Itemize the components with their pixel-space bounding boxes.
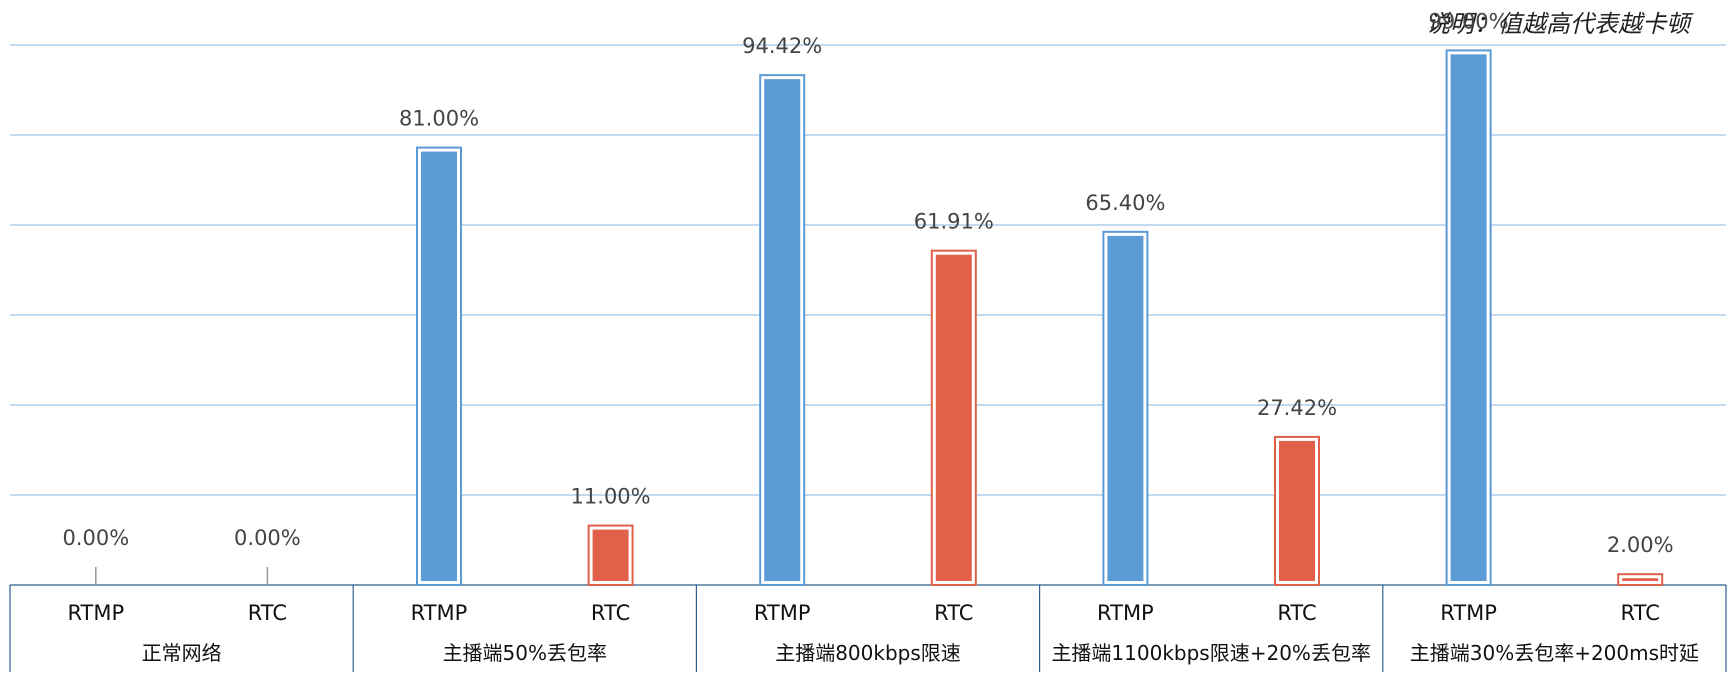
value-label: 81.00% bbox=[399, 107, 479, 131]
sub-category-label: RTMP bbox=[1440, 601, 1497, 625]
value-labels: 0.00% 0.00% 81.00% 11.00% 94.42% 61.91% 65.40%… bbox=[62, 9, 1673, 557]
sub-category-label: RTMP bbox=[754, 601, 811, 625]
sub-category-label: RTMP bbox=[411, 601, 468, 625]
bar bbox=[421, 151, 457, 581]
sub-category-label: RTC bbox=[248, 601, 287, 625]
bar bbox=[764, 79, 801, 581]
bar bbox=[1107, 235, 1144, 581]
bar bbox=[1279, 440, 1315, 581]
value-label: 94.42% bbox=[742, 34, 822, 58]
sub-category-label: RTC bbox=[1621, 601, 1660, 625]
group-label: 主播端30%丢包率+200ms时延 bbox=[1410, 641, 1699, 665]
group-label: 主播端1100kbps限速+20%丢包率 bbox=[1051, 641, 1371, 665]
sub-category-label: RTC bbox=[1277, 601, 1316, 625]
group-label: 主播端50%丢包率 bbox=[443, 641, 607, 665]
group-label: 正常网络 bbox=[142, 641, 222, 665]
value-label: 0.00% bbox=[62, 526, 129, 550]
bars bbox=[95, 49, 1664, 587]
bar bbox=[1622, 578, 1659, 581]
sub-category-label: RTMP bbox=[1097, 601, 1154, 625]
value-label: 27.42% bbox=[1257, 396, 1337, 420]
group-label: 主播端800kbps限速 bbox=[775, 641, 961, 665]
category-axis: 正常网络 RTMP RTC 主播端50%丢包率 RTMP RTC 主播端800kbps限速 R… bbox=[9, 584, 1727, 672]
value-label: 65.40% bbox=[1085, 191, 1165, 215]
value-label: 99.00% bbox=[1429, 9, 1509, 33]
sub-category-label: RTC bbox=[591, 601, 630, 625]
bar bbox=[592, 529, 629, 581]
value-label: 61.91% bbox=[914, 210, 994, 234]
bar bbox=[935, 254, 972, 581]
value-label: 11.00% bbox=[571, 485, 651, 509]
sub-category-label: RTMP bbox=[67, 601, 124, 625]
grid-lines bbox=[10, 44, 1726, 496]
bar bbox=[1450, 54, 1487, 581]
value-label: 2.00% bbox=[1607, 533, 1674, 557]
sub-category-label: RTC bbox=[934, 601, 973, 625]
chart-note: 说明：值越高代表越卡顿 bbox=[1426, 10, 1694, 38]
value-label: 0.00% bbox=[234, 526, 301, 550]
